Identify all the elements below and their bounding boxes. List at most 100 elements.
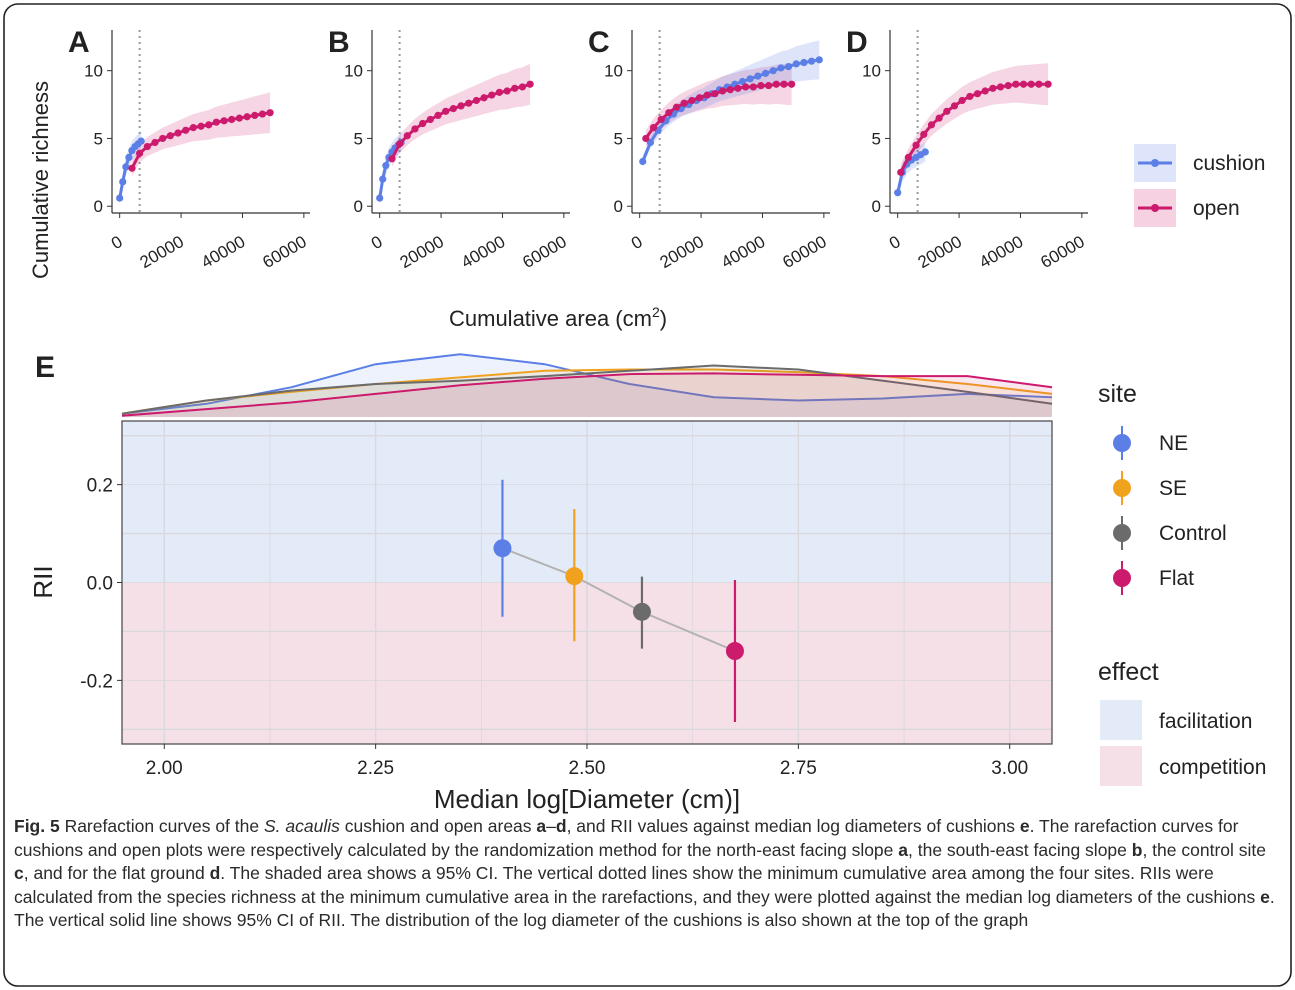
open-point: [1019, 80, 1028, 88]
caption-ref: b: [1131, 839, 1143, 860]
cushion-point: [769, 67, 777, 75]
caption-ref: c: [14, 863, 24, 883]
legend-site-dot: [1113, 434, 1131, 452]
caption-ref: d: [209, 863, 221, 883]
open-point: [973, 90, 982, 98]
open-point: [966, 92, 974, 101]
panel-label: A: [68, 26, 90, 59]
cushion-point: [894, 189, 902, 197]
legend-open-dot: [1151, 204, 1159, 212]
open-point: [151, 138, 159, 147]
panel-label: D: [846, 26, 868, 59]
rii-point-flat: [725, 642, 744, 661]
cushion-point: [761, 69, 770, 77]
legend-cushion-label: cushion: [1193, 152, 1265, 175]
density-fill-control: [122, 365, 1052, 417]
open-point: [935, 114, 943, 122]
y-tick-label: 5: [872, 129, 881, 148]
caption-ref: d: [555, 816, 567, 836]
caption-ref: a: [536, 816, 547, 836]
y-tick-label: 0.2: [87, 476, 113, 497]
open-point: [726, 86, 734, 94]
legend-site-dot: [1113, 524, 1131, 542]
density-curve-se: [121, 368, 1053, 415]
cushion-point: [376, 194, 384, 202]
open-point: [396, 140, 404, 148]
legend-site-label: SE: [1159, 477, 1187, 500]
open-point: [749, 83, 757, 91]
x-tick-label: 20000: [137, 232, 187, 272]
caption-text: , and RII values against median log diam…: [566, 816, 1020, 836]
top-x-axis-title-superscript: 2: [652, 304, 660, 320]
open-point: [1044, 80, 1052, 88]
open-point: [465, 99, 473, 107]
cushion-point: [800, 58, 808, 67]
open-point: [780, 80, 788, 88]
open-point: [672, 103, 681, 111]
open-point: [665, 109, 673, 117]
e-y-axis-title: RII: [28, 565, 58, 598]
legend-site-label: NE: [1159, 432, 1188, 455]
density-fill-flat: [122, 373, 1052, 417]
open-point: [243, 113, 251, 121]
open-point: [1012, 80, 1020, 88]
open-point: [403, 132, 411, 140]
open-point: [765, 81, 773, 90]
x-tick-label: 60000: [259, 232, 309, 272]
caption-ref: a: [898, 839, 908, 860]
rii-point-control: [632, 602, 651, 621]
open-point: [1004, 81, 1012, 90]
caption-text: , and for the flat ground: [23, 863, 210, 883]
caption-text: , the south-east facing slope: [908, 839, 1132, 860]
y-tick-label: 0: [354, 197, 363, 216]
open-point: [981, 87, 989, 95]
open-point: [174, 129, 182, 137]
open-point: [472, 96, 480, 105]
cushion-point: [137, 137, 145, 145]
open-point: [166, 132, 174, 140]
y-tick-label: -0.2: [80, 671, 113, 692]
open-ci-band: [392, 63, 531, 167]
x-tick-label: 0: [628, 232, 646, 253]
x-tick-label: 2.25: [357, 758, 394, 779]
open-point: [419, 119, 427, 128]
open-point: [503, 87, 511, 95]
cushion-point: [122, 163, 130, 171]
rii-point-se: [565, 567, 584, 586]
open-point: [1027, 80, 1035, 88]
open-point: [457, 102, 465, 110]
figure-caption: Fig. 5 Rarefaction curves of the S. acau…: [14, 815, 1276, 933]
open-point: [411, 125, 419, 133]
x-tick-label: 40000: [458, 232, 508, 272]
open-point: [711, 90, 719, 98]
legend-site-dot: [1113, 479, 1131, 497]
x-tick-label: 20000: [397, 232, 447, 272]
open-point: [757, 81, 765, 90]
open-point: [205, 121, 213, 129]
open-point: [943, 107, 951, 115]
density-curve-flat: [121, 372, 1053, 417]
x-tick-label: 40000: [718, 232, 768, 272]
cushion-point: [792, 60, 800, 68]
caption-label: Fig. 5: [14, 816, 60, 836]
open-point: [703, 91, 711, 99]
caption-text: . The vertical solid line shows 95% CI o…: [14, 886, 1275, 931]
legend-effect-title: effect: [1098, 658, 1159, 686]
open-point: [388, 155, 396, 163]
caption-text: . The shaded area shows a 95% CI. The ve…: [14, 863, 1261, 907]
open-point: [1035, 80, 1043, 88]
trend-line: [502, 547, 736, 652]
x-tick-label: 2.75: [780, 758, 817, 779]
caption-text: Rarefaction curves of the: [59, 816, 264, 836]
caption-text: , the control site: [1142, 839, 1266, 860]
open-point: [159, 134, 167, 143]
legend-site-label: Control: [1159, 522, 1227, 545]
legend-competition-swatch: [1100, 746, 1142, 786]
open-point: [480, 94, 488, 102]
x-tick-label: 0: [368, 232, 386, 253]
y-tick-label: 10: [604, 62, 623, 81]
x-tick-label: 60000: [1037, 232, 1087, 272]
caption-text: cushion and open areas: [339, 816, 537, 836]
cushion-point: [815, 56, 823, 64]
open-point: [220, 117, 228, 125]
